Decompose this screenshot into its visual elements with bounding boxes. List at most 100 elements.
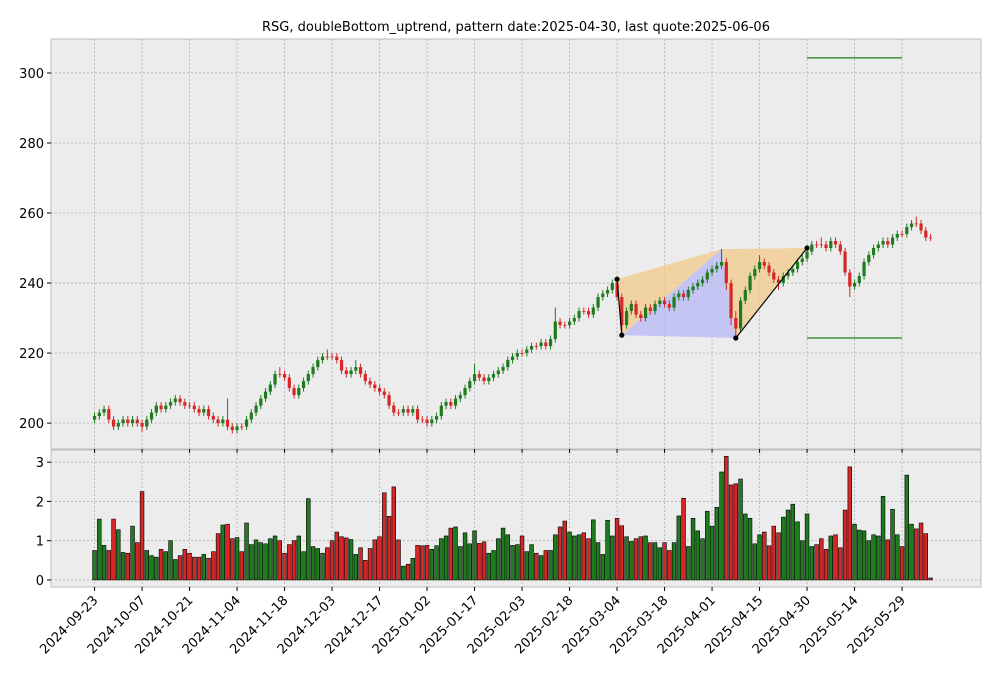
volume-bar xyxy=(823,549,829,581)
candle-body xyxy=(895,234,899,238)
volume-bar xyxy=(135,542,140,581)
volume-bar xyxy=(329,540,335,581)
candle-body xyxy=(529,346,534,350)
volume-bar xyxy=(277,540,283,581)
volume-bar xyxy=(144,550,150,581)
pattern-line xyxy=(735,247,808,339)
candle-body xyxy=(639,314,643,319)
volume-bar xyxy=(553,534,558,581)
volume-bar xyxy=(92,550,97,581)
candle-body xyxy=(202,409,206,413)
candle-body xyxy=(928,237,933,239)
candle-body xyxy=(767,265,771,273)
volume-bar xyxy=(586,538,591,581)
candle-body xyxy=(368,381,372,385)
volume-bar xyxy=(467,543,473,581)
volume-bar xyxy=(363,560,368,581)
volume-bar xyxy=(149,555,154,581)
volume-bar xyxy=(529,544,534,581)
volume-bar xyxy=(572,535,577,581)
volume-bar xyxy=(158,549,164,581)
volume-bar xyxy=(904,474,910,581)
volume-bar xyxy=(310,546,316,581)
candle-body xyxy=(515,353,519,357)
candle-body xyxy=(762,262,766,266)
volume-bar xyxy=(234,537,240,581)
candle-body xyxy=(506,360,510,368)
volume-bar xyxy=(538,555,544,581)
volume-bar xyxy=(804,513,810,581)
candle-body xyxy=(187,405,192,407)
candle-body xyxy=(278,374,282,375)
volume-bar xyxy=(296,535,302,581)
volume-bar xyxy=(928,577,933,581)
candle-body xyxy=(586,311,591,315)
price-panel xyxy=(50,38,982,450)
candle-body xyxy=(563,325,567,326)
candle-body xyxy=(596,297,600,308)
volume-bar xyxy=(857,529,862,581)
candle-body xyxy=(297,388,301,396)
volume-bar xyxy=(225,523,230,581)
volume-bar xyxy=(890,508,895,581)
volume-bar xyxy=(795,521,800,581)
volume-bar xyxy=(253,539,259,581)
candle-body xyxy=(634,304,638,315)
candle-body xyxy=(453,398,458,406)
volume-bar xyxy=(211,551,216,581)
volume-bar xyxy=(852,523,857,581)
candle-body xyxy=(335,356,339,361)
candle-body xyxy=(363,374,367,382)
volume-bar xyxy=(714,507,720,581)
volume-bar xyxy=(548,550,553,581)
candle-body xyxy=(183,402,187,406)
candle-body xyxy=(876,244,880,249)
volume-bar xyxy=(648,542,653,581)
y-tick-label: 200 xyxy=(19,417,44,432)
candle-body xyxy=(268,384,272,392)
volume-bar xyxy=(676,515,682,581)
volume-bar xyxy=(790,503,796,581)
candle-body xyxy=(482,377,486,382)
volume-bar xyxy=(591,519,596,581)
candle-body xyxy=(411,409,415,413)
candle-body xyxy=(548,339,553,347)
volume-bar xyxy=(743,513,748,581)
candle-body xyxy=(221,419,225,424)
candle-body xyxy=(349,370,353,375)
candle-body xyxy=(107,409,111,420)
candle-body xyxy=(567,321,572,326)
candle-body xyxy=(373,384,377,389)
volume-bar xyxy=(828,535,834,581)
candle-body xyxy=(791,269,795,273)
candle-body xyxy=(781,276,785,284)
volume-bar xyxy=(842,509,848,581)
candle-body xyxy=(510,356,515,361)
candle-body xyxy=(810,244,814,252)
volume-bar xyxy=(496,538,501,581)
candle-body xyxy=(230,426,234,431)
candle-body xyxy=(786,272,790,277)
volume-bar xyxy=(462,532,468,581)
volume-bar xyxy=(163,551,169,581)
volume-bar xyxy=(581,532,587,581)
volume-bar xyxy=(819,538,824,581)
chart-title: RSG, doubleBottom_uptrend, pattern date:… xyxy=(262,20,770,35)
volume-bar xyxy=(747,518,753,581)
candle-body xyxy=(149,412,154,420)
candle-body xyxy=(111,419,116,427)
candle-body xyxy=(648,307,652,312)
candle-body xyxy=(311,367,315,375)
candle-body xyxy=(871,248,876,256)
candle-body xyxy=(444,402,448,406)
candle-body xyxy=(244,419,249,427)
candle-body xyxy=(211,416,215,420)
candle-body xyxy=(249,412,253,420)
volume-bar xyxy=(320,552,325,581)
candle-body xyxy=(159,405,163,410)
volume-bar xyxy=(629,541,634,581)
volume-bar xyxy=(847,466,853,581)
candle-body xyxy=(829,241,833,249)
candle-body xyxy=(92,416,97,420)
candle-body xyxy=(715,265,719,270)
